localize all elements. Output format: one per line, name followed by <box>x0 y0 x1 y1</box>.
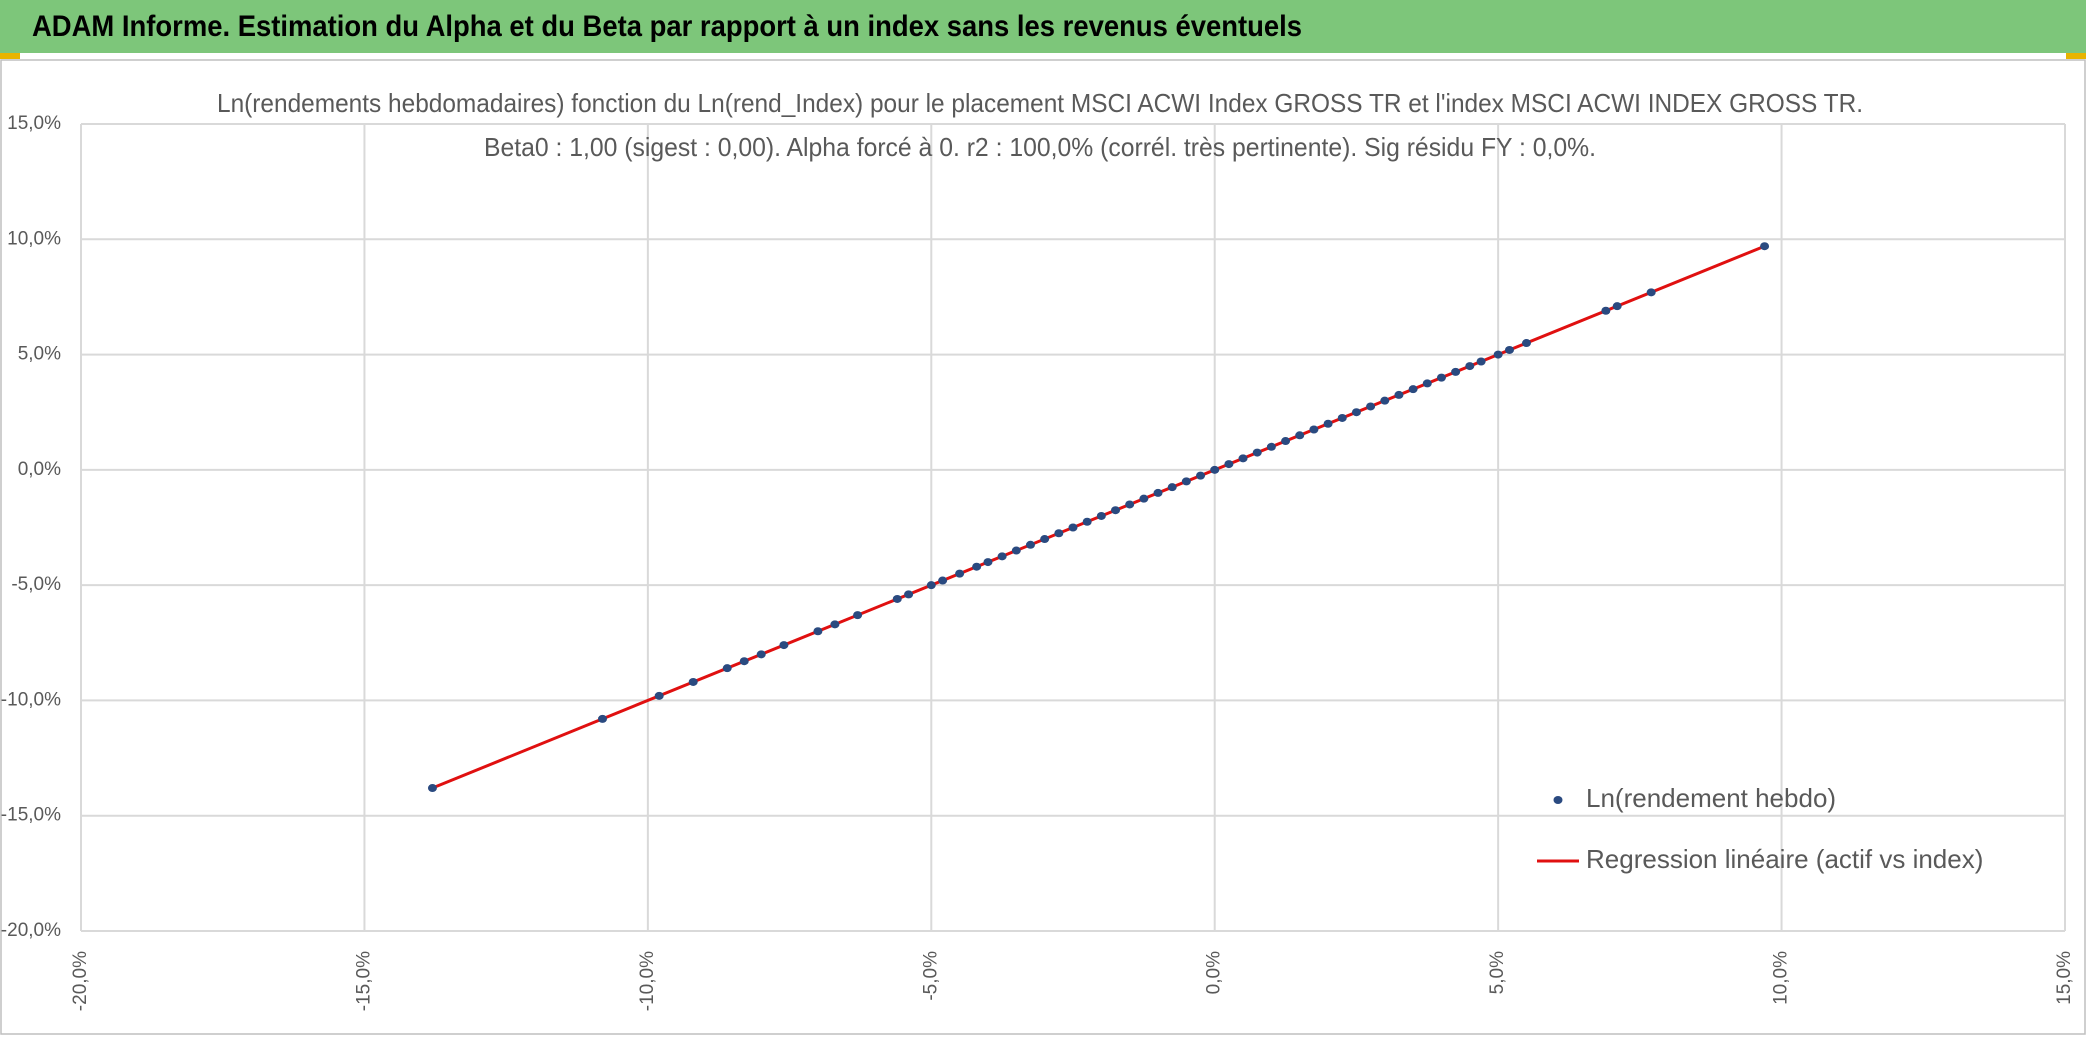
x-tick-label: -10,0% <box>637 951 658 1011</box>
data-point <box>1040 535 1050 544</box>
legend-label: Ln(rendement hebdo) <box>1586 783 1836 813</box>
data-point <box>1612 302 1622 311</box>
corner-mark <box>0 53 20 59</box>
chart-frame <box>0 59 2086 1035</box>
chart-subtitle: Beta0 : 1,00 (sigest : 0,00). Alpha forc… <box>484 132 1596 162</box>
data-point <box>1380 396 1390 405</box>
header-title: ADAM Informe. Estimation du Alpha et du … <box>32 10 1302 43</box>
data-point <box>1601 306 1611 315</box>
data-point <box>1422 379 1432 388</box>
data-point <box>1281 437 1291 446</box>
data-point <box>1266 442 1276 451</box>
legend-marker <box>1553 796 1563 804</box>
data-point <box>427 784 437 793</box>
data-point <box>654 691 664 700</box>
data-point <box>892 594 902 603</box>
data-point <box>1125 500 1135 509</box>
y-tick-label: -10,0% <box>1 689 61 710</box>
data-point <box>938 576 948 585</box>
y-tick-label: 5,0% <box>18 344 61 365</box>
data-point <box>1238 454 1248 463</box>
data-point <box>739 657 749 666</box>
y-tick-label: 0,0% <box>18 459 61 480</box>
legend-label: Regression linéaire (actif vs index) <box>1586 844 1983 874</box>
data-point <box>1054 529 1064 538</box>
data-point <box>1351 408 1361 417</box>
data-point <box>1493 350 1503 359</box>
data-point <box>813 627 823 636</box>
data-point <box>1760 242 1770 251</box>
data-point <box>1181 477 1191 486</box>
data-point <box>997 552 1007 561</box>
data-point <box>1337 413 1347 422</box>
data-point <box>1082 517 1092 526</box>
data-point <box>1521 339 1531 348</box>
plot-area <box>80 123 2066 932</box>
data-point <box>1196 471 1206 480</box>
data-point <box>955 569 965 578</box>
data-point <box>926 581 936 590</box>
data-point <box>1153 488 1163 497</box>
data-point <box>1476 357 1486 366</box>
data-point <box>1295 431 1305 440</box>
data-point <box>1096 511 1106 520</box>
header-band <box>0 0 2086 53</box>
data-point <box>1252 448 1262 457</box>
data-point <box>1139 494 1149 503</box>
y-tick-label: -5,0% <box>11 574 61 595</box>
data-point <box>1451 367 1461 376</box>
data-point <box>972 562 982 571</box>
data-point <box>779 641 789 650</box>
data-point <box>688 677 698 686</box>
data-point <box>756 650 766 659</box>
data-point <box>1068 523 1078 532</box>
x-tick-label: -20,0% <box>70 951 91 1011</box>
data-point <box>1167 483 1177 492</box>
data-point <box>904 590 914 599</box>
data-point <box>1504 345 1514 354</box>
data-point <box>1436 373 1446 382</box>
data-point <box>983 558 993 567</box>
data-point <box>722 664 732 673</box>
x-tick-label: -15,0% <box>353 951 374 1011</box>
data-point <box>1210 465 1220 474</box>
x-tick-label: -5,0% <box>920 951 941 1001</box>
data-point <box>1025 540 1035 549</box>
data-point <box>1011 546 1021 555</box>
data-point <box>1366 402 1376 411</box>
x-tick-label: 15,0% <box>2054 951 2075 1005</box>
chart-title: Ln(rendements hebdomadaires) fonction du… <box>217 88 1863 118</box>
y-tick-label: 15,0% <box>7 113 61 134</box>
data-point <box>830 620 840 629</box>
data-point <box>1394 390 1404 399</box>
y-tick-label: 10,0% <box>7 228 61 249</box>
x-tick-label: 10,0% <box>1771 951 1792 1005</box>
data-point <box>1224 460 1234 469</box>
data-point <box>853 611 863 620</box>
x-tick-label: 0,0% <box>1204 951 1225 994</box>
data-point <box>1309 425 1319 434</box>
corner-mark <box>2066 53 2086 59</box>
data-point <box>598 714 608 723</box>
data-point <box>1646 288 1656 297</box>
data-point <box>1323 419 1333 428</box>
y-tick-label: -20,0% <box>1 920 61 941</box>
data-point <box>1111 506 1121 515</box>
data-point <box>1408 385 1418 394</box>
y-tick-label: -15,0% <box>1 805 61 826</box>
data-point <box>1465 362 1475 371</box>
x-tick-label: 5,0% <box>1487 951 1508 994</box>
